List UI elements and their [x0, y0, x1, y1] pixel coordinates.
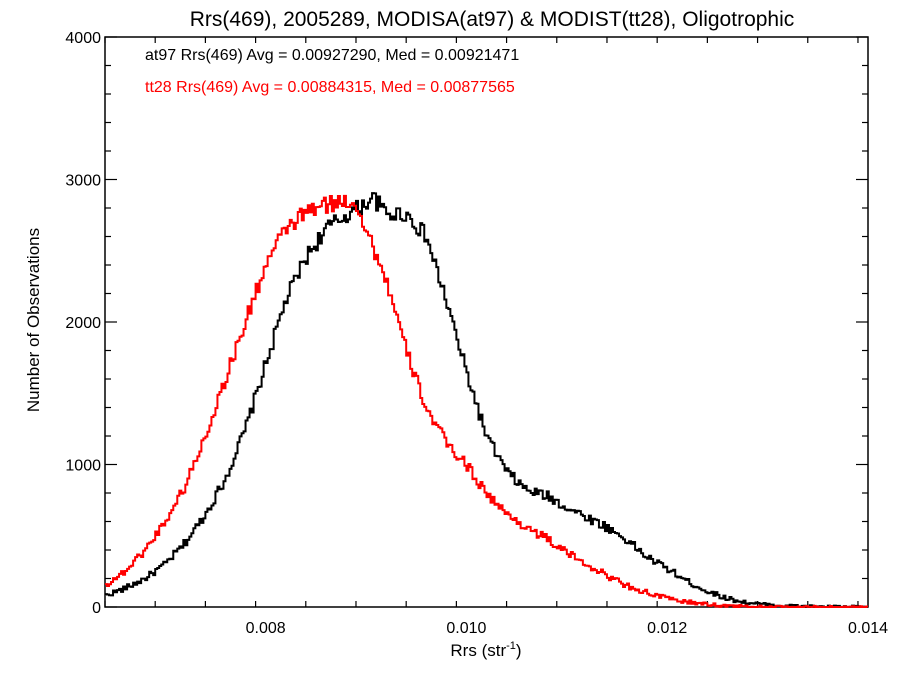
y-tick-label: 4000: [65, 30, 101, 47]
x-tick-label: 0.008: [246, 620, 286, 637]
y-tick-label: 0: [92, 600, 101, 617]
chart-title: Rrs(469), 2005289, MODISA(at97) & MODIST…: [190, 8, 795, 31]
y-axis-label: Number of Observations: [24, 228, 43, 412]
series-annotation-tt28: tt28 Rrs(469) Avg = 0.00884315, Med = 0.…: [145, 79, 515, 96]
x-tick-label: 0.010: [446, 620, 486, 637]
plot-axes: 0.008 0.010 0.012 0.014 0 1000 2000 3000 4000: [65, 30, 888, 637]
x-axis-label-main: Rrs (str: [450, 641, 506, 660]
annotations: at97 Rrs(469) Avg = 0.00927290, Med = 0.…: [145, 47, 519, 96]
series-tt28-line: [105, 194, 868, 608]
x-axis-label-sup: -1: [506, 640, 516, 652]
x-axis-label-tail: ): [516, 641, 522, 660]
x-axis-label: Rrs (str-1): [450, 640, 521, 660]
y-tick-label: 3000: [65, 173, 101, 190]
series-at97-line: [105, 192, 868, 608]
series-annotation-at97: at97 Rrs(469) Avg = 0.00927290, Med = 0.…: [145, 47, 519, 64]
y-tick-label: 2000: [65, 315, 101, 332]
x-tick-label: 0.014: [848, 620, 888, 637]
plot-frame: [104, 36, 869, 608]
series-layer: [105, 192, 868, 608]
x-tick-label: 0.012: [647, 620, 687, 637]
y-tick-label: 1000: [65, 458, 101, 475]
